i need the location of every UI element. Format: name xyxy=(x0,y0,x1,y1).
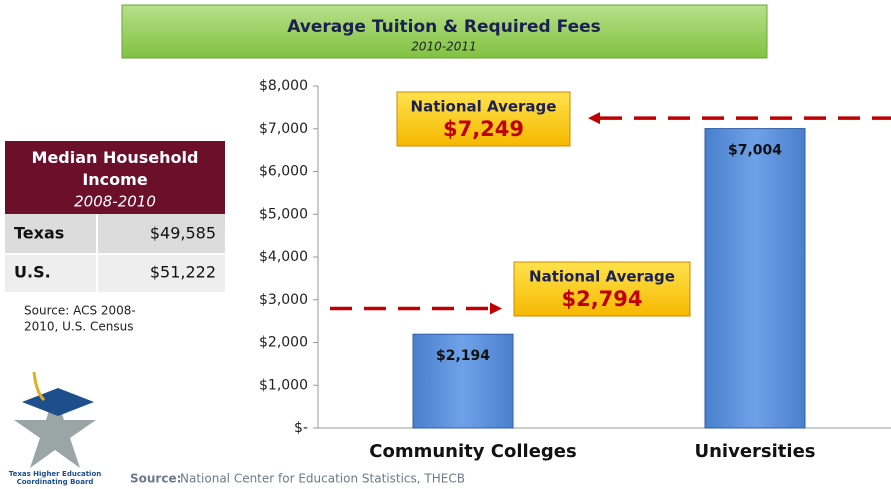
reference-value: $2,794 xyxy=(561,287,642,311)
table-title: Median Household Income xyxy=(32,148,199,189)
reference-value: $7,249 xyxy=(443,117,524,141)
y-tick-label: $4,000 xyxy=(259,249,308,265)
chart-title: Average Tuition & Required Fees xyxy=(287,17,601,37)
source-label: Source: xyxy=(130,472,181,486)
chart-subtitle: 2010-2011 xyxy=(411,40,476,54)
x-tick-label: Community Colleges xyxy=(369,441,576,462)
y-tick-label: $7,000 xyxy=(259,121,308,137)
logo-text: Coordinating Board xyxy=(17,478,94,486)
title-box xyxy=(121,4,768,59)
table-cell: $51,222 xyxy=(150,263,216,282)
y-tick-label: $5,000 xyxy=(259,206,308,222)
table-subtitle: 2008-2010 xyxy=(74,193,156,211)
table-header xyxy=(5,141,225,214)
reference-arrow xyxy=(588,112,600,125)
y-tick-label: $8,000 xyxy=(259,78,308,94)
logo xyxy=(14,371,96,468)
table-row xyxy=(5,214,225,254)
logo-text: Texas Higher Education xyxy=(9,470,102,478)
y-tick-label: $6,000 xyxy=(259,164,308,180)
bar xyxy=(704,128,806,429)
bar xyxy=(412,333,514,429)
table-row xyxy=(5,254,225,292)
reference-label: National Average xyxy=(529,268,675,286)
table-cell: Texas xyxy=(14,224,64,243)
table-cell: U.S. xyxy=(14,263,51,282)
table-source: Source: ACS 2008- xyxy=(24,304,136,318)
reference-label: National Average xyxy=(411,98,557,116)
value-label: $7,004 xyxy=(728,143,782,159)
y-tick-label: $3,000 xyxy=(259,292,308,308)
reference-box xyxy=(396,91,571,147)
source-text: National Center for Education Statistics… xyxy=(180,472,465,486)
table-source: 2010, U.S. Census xyxy=(24,320,134,334)
y-tick-label: $2,000 xyxy=(259,335,308,351)
value-label: $2,194 xyxy=(436,348,490,364)
reference-arrow xyxy=(490,302,502,315)
x-tick-label: Universities xyxy=(695,441,816,462)
y-tick-label: $1,000 xyxy=(259,377,308,393)
table-cell: $49,585 xyxy=(150,224,216,243)
y-tick-label: $- xyxy=(294,420,308,436)
reference-box xyxy=(513,261,691,317)
